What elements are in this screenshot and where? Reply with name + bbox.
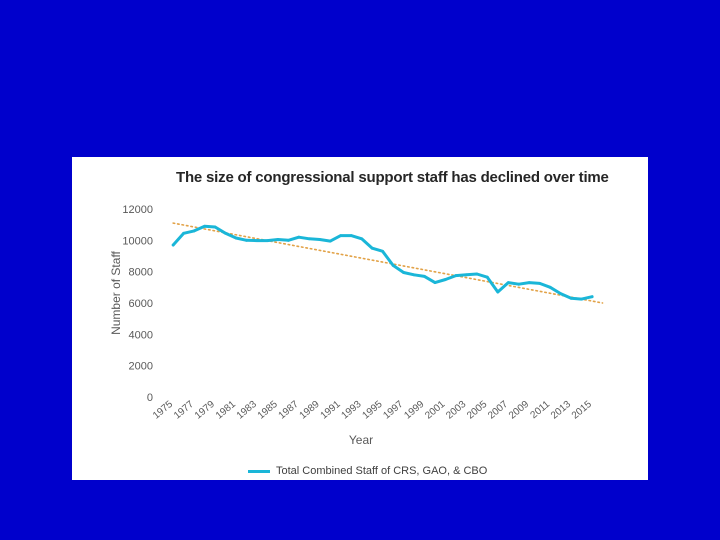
data-point <box>224 231 227 235</box>
legend-label: Total Combined Staff of CRS, GAO, & CBO <box>276 465 488 477</box>
data-point <box>276 238 280 241</box>
x-tick-label: 1981 <box>214 399 238 422</box>
data-point <box>307 237 311 241</box>
data-point <box>464 273 468 277</box>
data-point <box>381 249 385 253</box>
x-tick-label: 1979 <box>193 399 217 422</box>
data-point <box>548 285 552 289</box>
y-tick-label: 8000 <box>129 267 153 279</box>
x-tick-label: 1989 <box>298 399 322 422</box>
data-point <box>402 271 405 274</box>
data-point <box>192 229 196 233</box>
data-point <box>412 273 416 277</box>
data-point <box>328 239 332 243</box>
legend-swatch <box>248 469 270 473</box>
x-tick-label: 1987 <box>277 399 301 422</box>
x-tick-label: 1991 <box>319 399 343 422</box>
data-point <box>433 281 437 285</box>
data-point <box>245 238 248 242</box>
data-point <box>339 234 343 238</box>
data-point <box>255 239 259 243</box>
data-point <box>297 235 301 239</box>
y-tick-label: 4000 <box>129 329 153 341</box>
data-point <box>182 231 186 235</box>
data-point <box>485 275 489 279</box>
data-point <box>559 292 563 295</box>
x-tick-label: 1999 <box>402 399 426 422</box>
data-point <box>475 272 479 276</box>
x-tick-label: 1995 <box>360 399 384 422</box>
y-tick-label: 10000 <box>122 235 153 247</box>
data-point <box>506 281 510 285</box>
x-tick-label: 1983 <box>235 399 259 422</box>
line-chart: 0200040006000800010000120001975197719791… <box>109 204 604 447</box>
x-tick-label: 1985 <box>256 399 280 422</box>
x-axis-title: Year <box>349 433 373 447</box>
x-tick-label: 2003 <box>444 399 468 422</box>
data-point <box>234 236 238 240</box>
chart-title: The size of congressional support staff … <box>176 169 609 186</box>
data-point <box>590 295 594 299</box>
x-tick-label: 1977 <box>172 399 196 422</box>
data-point <box>318 238 322 241</box>
x-tick-label: 2001 <box>423 399 447 422</box>
y-tick-label: 2000 <box>129 361 153 373</box>
data-point <box>517 282 521 286</box>
x-tick-label: 2013 <box>549 399 573 422</box>
data-point <box>569 296 573 300</box>
data-point <box>203 224 207 228</box>
data-point <box>391 264 395 267</box>
data-point <box>286 238 290 242</box>
data-point <box>213 225 217 229</box>
x-tick-label: 2009 <box>507 399 531 422</box>
x-tick-label: 2011 <box>529 399 553 422</box>
data-point <box>171 243 175 247</box>
data-point <box>454 274 458 277</box>
data-point <box>360 237 364 241</box>
trendline <box>172 222 604 304</box>
data-point <box>444 278 447 281</box>
chart-legend: Total Combined Staff of CRS, GAO, & CBO <box>248 464 487 478</box>
x-tick-label: 2007 <box>486 399 510 422</box>
data-point <box>538 282 542 285</box>
data-point <box>527 281 531 285</box>
data-point <box>370 246 374 250</box>
y-axis-title: Number of Staff <box>109 250 123 334</box>
y-tick-label: 12000 <box>122 204 153 216</box>
y-tick-label: 0 <box>147 392 153 404</box>
x-tick-label: 1993 <box>339 399 363 422</box>
data-point <box>496 290 500 294</box>
data-point <box>266 239 269 243</box>
x-tick-label: 1975 <box>151 399 175 422</box>
data-point <box>349 234 353 238</box>
x-tick-label: 2015 <box>570 399 594 422</box>
data-point <box>580 297 583 301</box>
x-tick-label: 2005 <box>465 399 489 422</box>
y-tick-label: 6000 <box>129 298 153 310</box>
chart-container: The size of congressional support staff … <box>72 157 648 480</box>
x-tick-label: 1997 <box>381 399 405 422</box>
data-point <box>423 274 426 278</box>
